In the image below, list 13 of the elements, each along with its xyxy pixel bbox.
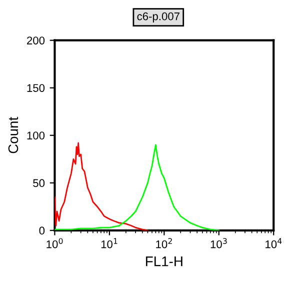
y-tick-label: 100	[27, 132, 45, 140]
y-axis-title: Count	[8, 116, 18, 154]
y-tick-label: 50	[33, 179, 45, 188]
y-tick-label: 0	[39, 226, 45, 235]
y-tick-label: 150	[27, 84, 45, 92]
x-tick-label: 10$^{1}$	[101, 238, 118, 248]
y-tick-label: 200	[27, 36, 45, 44]
chart-title: c6-p.007	[137, 12, 180, 22]
x-axis-title: FL1-H	[146, 256, 182, 266]
x-tick-label: 10$^{3}$	[210, 238, 227, 248]
x-tick-label: 10$^{4}$	[266, 238, 282, 248]
x-tick-label: 10$^{0}$	[46, 238, 63, 248]
x-tick-label: 10$^{2}$	[156, 238, 172, 248]
